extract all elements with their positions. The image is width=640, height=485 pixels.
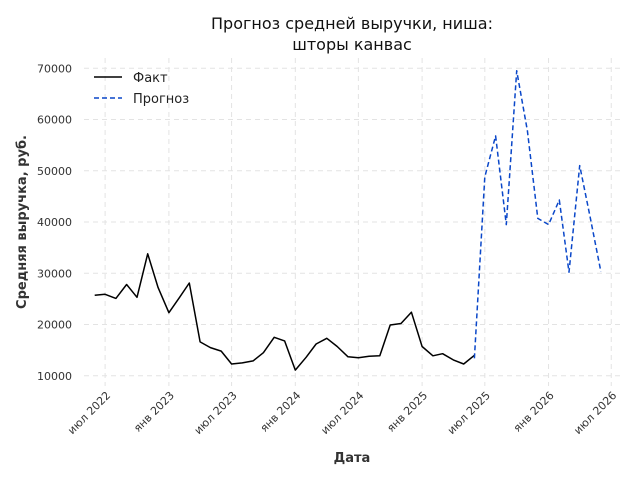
y-axis-label: Средняя выручка, руб. (15, 135, 30, 309)
y-tick-label: 40000 (37, 216, 72, 229)
legend: Факт Прогноз (94, 71, 189, 107)
x-tick-label: янв 2024 (258, 389, 304, 435)
y-tick-label: 20000 (37, 319, 72, 332)
chart-subtitle: шторы канвас (292, 35, 412, 54)
series-line-0 (94, 253, 475, 371)
x-tick-label: янв 2025 (384, 389, 430, 435)
x-tick-label: июл 2023 (192, 389, 240, 437)
axis-ticks: 10000 20000 30000 40000 50000 60000 70000 июл 2… (37, 62, 619, 437)
x-tick-label: июл 2026 (571, 389, 619, 437)
x-axis-label: Дата (334, 451, 371, 466)
x-tick-label: янв 2023 (131, 389, 177, 435)
x-tick-label: июл 2024 (318, 389, 366, 437)
x-tick-label: янв 2026 (511, 389, 557, 435)
series-lines (94, 70, 602, 371)
chart-title: Прогноз средней выручки, ниша: (211, 14, 493, 33)
legend-label-fact: Факт (133, 71, 168, 86)
y-tick-label: 60000 (37, 114, 72, 127)
x-tick-label: июл 2025 (445, 389, 493, 437)
series-line-1 (473, 70, 602, 359)
y-tick-label: 30000 (37, 267, 72, 280)
legend-label-forecast: Прогноз (133, 92, 189, 107)
grid (84, 58, 622, 386)
y-tick-label: 10000 (37, 370, 72, 383)
y-tick-label: 70000 (37, 62, 72, 75)
x-tick-label: июл 2022 (65, 389, 113, 437)
y-tick-label: 50000 (37, 165, 72, 178)
